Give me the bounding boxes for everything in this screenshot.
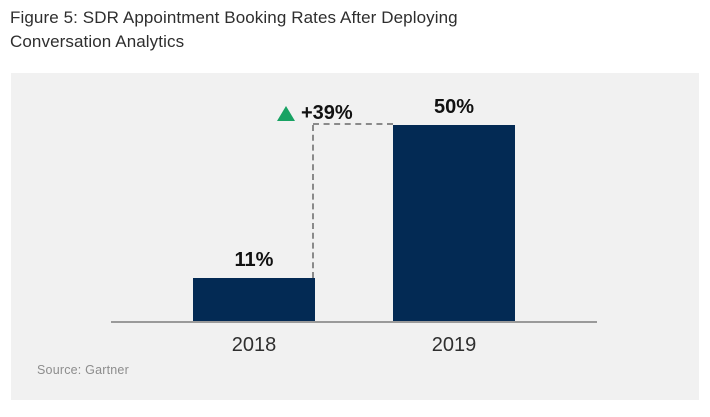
bar-2018 [193, 277, 315, 321]
dash-vertical-line [312, 125, 314, 278]
bar-value-label-2019: 50% [433, 96, 475, 118]
delta-annotation: +39% [277, 103, 353, 123]
delta-label: +39% [301, 102, 353, 124]
x-tick-label-2018: 2018 [231, 334, 277, 356]
bar-2019 [393, 125, 515, 321]
triangle-up-icon [277, 105, 295, 121]
dash-horizontal-line [313, 123, 393, 125]
bar-value-label-2018: 11% [234, 248, 274, 271]
x-tick-label-2019: 2019 [431, 334, 477, 356]
source-note: Source: Gartner [37, 363, 129, 377]
figure-title: Figure 5: SDR Appointment Booking Rates … [10, 8, 458, 52]
x-axis-line [111, 321, 597, 323]
chart-panel: 11% 50% +39% 2018 2019 Source: Gartner [11, 73, 699, 400]
